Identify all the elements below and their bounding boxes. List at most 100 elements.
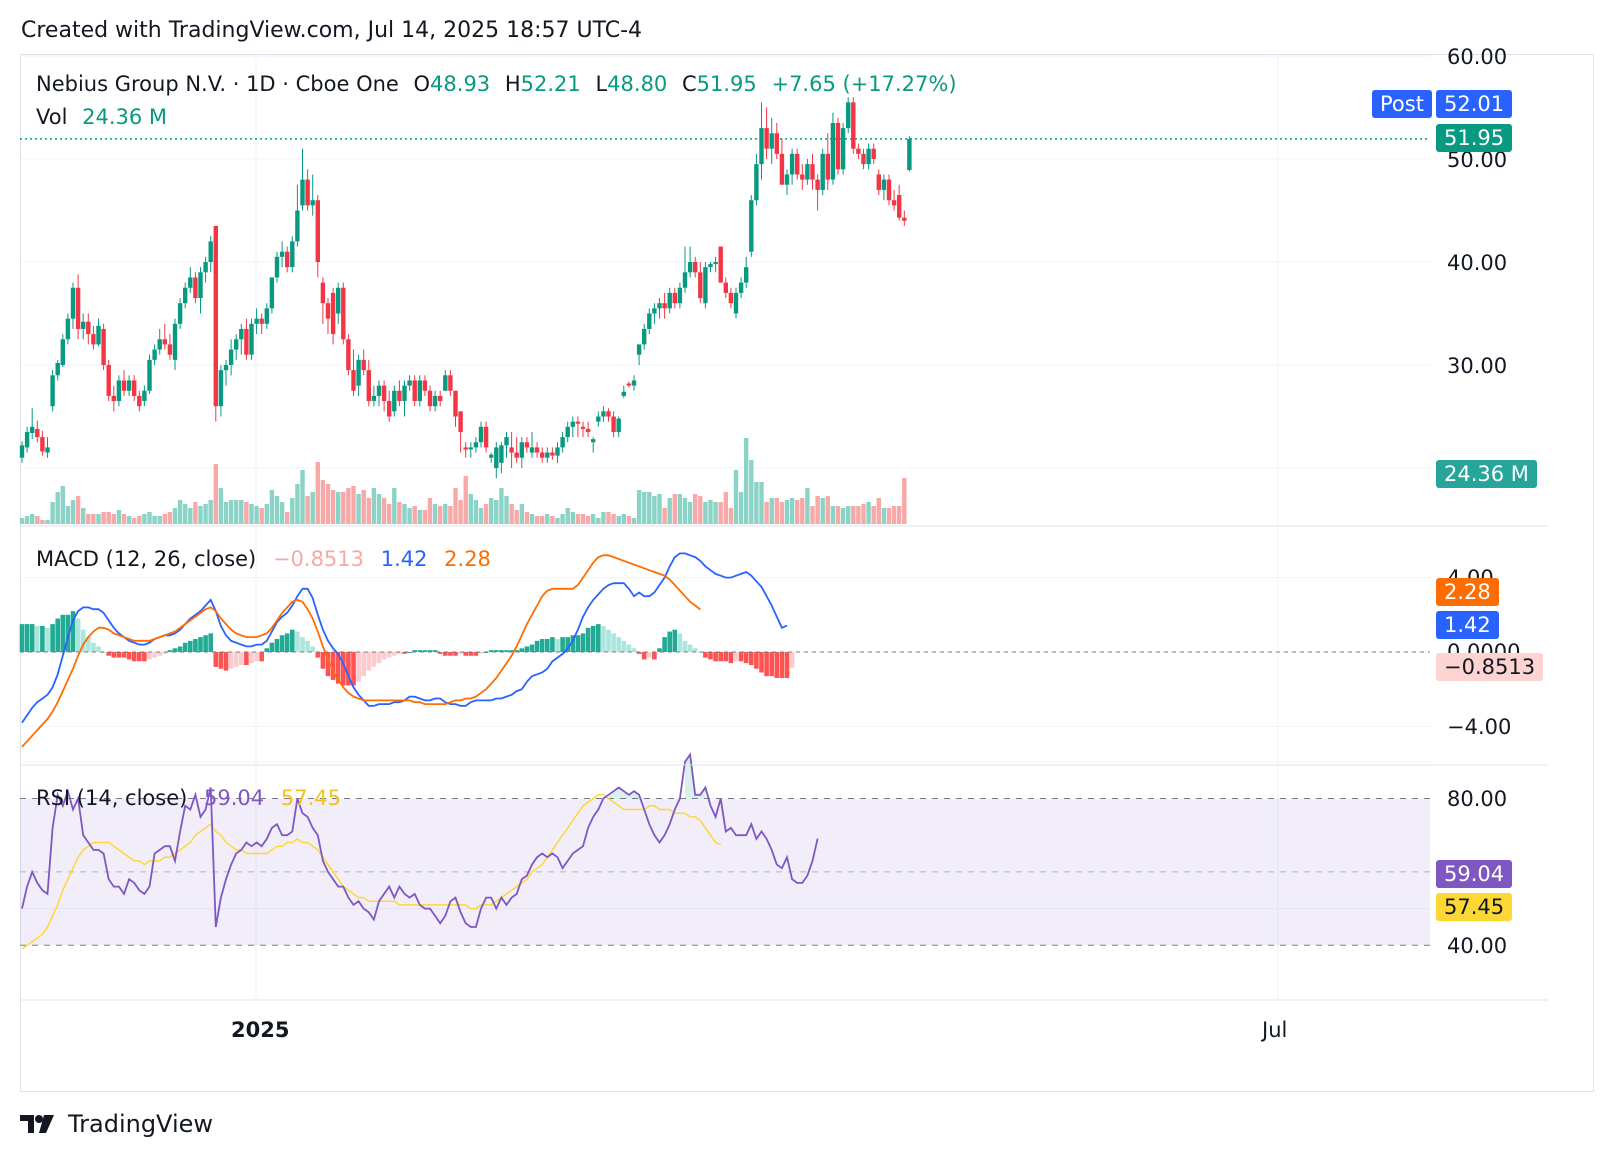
volume-bar [50,502,55,524]
volume-bar [718,502,723,524]
candle-body [468,447,473,450]
macd-histogram-bar [60,614,66,652]
volume-bar [86,514,91,524]
candle-body [575,421,581,424]
macd-histogram-bar [601,625,606,652]
candle-body [106,365,111,396]
macd-histogram-bar [228,652,234,669]
candle-body [30,426,35,433]
candle-body [387,401,392,417]
volume-bar [285,512,290,524]
candle-body [254,318,259,324]
macd-histogram-bar [218,652,224,669]
candle-body [341,287,346,340]
macd-histogram-bar [749,652,754,666]
volume-bar [274,496,280,524]
candle-body [509,447,514,453]
volume-bar [218,488,224,524]
volume-bar [504,496,509,524]
candle-body [759,128,764,165]
tradingview-logo[interactable]: TradingView [20,1110,213,1138]
volume-bar [40,520,45,524]
candle-body [667,292,672,309]
macd-histogram-bar [667,631,672,652]
volume-bar [499,488,504,524]
macd-histogram-bar [29,624,35,652]
macd-histogram-bar [335,652,341,684]
open-label: O [413,72,431,96]
macd-histogram-bar [351,652,356,686]
volume-bar [784,500,790,524]
candle-body [514,452,519,458]
volume-bar [774,498,779,524]
volume-bar [402,504,407,524]
macd-histogram-bar [386,652,392,658]
rsi-ma-value: 57.45 [280,786,341,810]
macd-histogram-bar [361,652,366,677]
volume-bar [407,508,412,524]
low-label: L [595,72,608,96]
volume-bar [672,494,677,524]
macd-histogram-bar [188,640,193,652]
candle-body [519,442,524,458]
candle-body [718,246,723,283]
candle-body [152,349,157,360]
rsi-ma-line [21,794,721,950]
volume-bar [529,514,535,524]
volume-bar [81,508,86,524]
candle-body [55,362,60,376]
macd-histogram-bar [560,637,565,652]
candle-body [412,380,417,402]
macd-signal-value: 2.28 [444,547,491,571]
macd-histogram-bar [381,652,387,660]
candle-body [167,344,173,355]
candle-body [728,292,734,304]
rsi-axis-label: 80.00 [1447,787,1508,811]
volume-bar [279,502,285,524]
candle-body [504,437,509,446]
volume-bar [116,510,122,524]
candle-body [800,174,805,180]
candle-body [50,375,55,407]
candle-body [907,138,912,171]
rsi-line [21,752,819,928]
volume-bar [213,464,218,524]
volume-bar [550,516,555,524]
volume-bar [101,512,106,524]
volume-bar [876,498,881,524]
volume-bar [290,498,295,524]
volume-bar [366,498,371,524]
volume-bar [468,494,473,524]
macd-histogram-bar [611,633,616,652]
volume-bar [800,498,805,524]
volume-bar [361,490,366,524]
rsi-title: RSI (14, close) [36,786,188,810]
volume-bar [749,460,754,524]
volume-bar [75,496,81,524]
price-axis-label: 50.00 [1447,148,1508,172]
volume-bar [96,514,101,524]
volume-bar [453,488,458,524]
candles [19,97,1430,479]
volume-bar [351,486,356,524]
volume-bar [137,516,142,524]
volume-bar [489,498,494,524]
volume-bar [443,504,448,524]
macd-histogram-bar [473,652,479,656]
candle-body [657,303,662,309]
volume-bar [60,486,65,524]
candle-body [606,411,611,417]
macd-histogram-bar [703,652,708,658]
macd-histogram-bar [779,652,785,679]
macd-histogram-bar [91,642,96,652]
macd-histogram-bar [738,652,744,662]
volume-bar [652,496,657,524]
candle-body [723,282,728,293]
volume-bar [881,508,887,524]
macd-histogram-bar [570,635,576,652]
volume-bar [111,514,116,524]
candle-body [70,287,76,319]
candle-body [596,416,601,422]
volume-bar [157,516,162,524]
